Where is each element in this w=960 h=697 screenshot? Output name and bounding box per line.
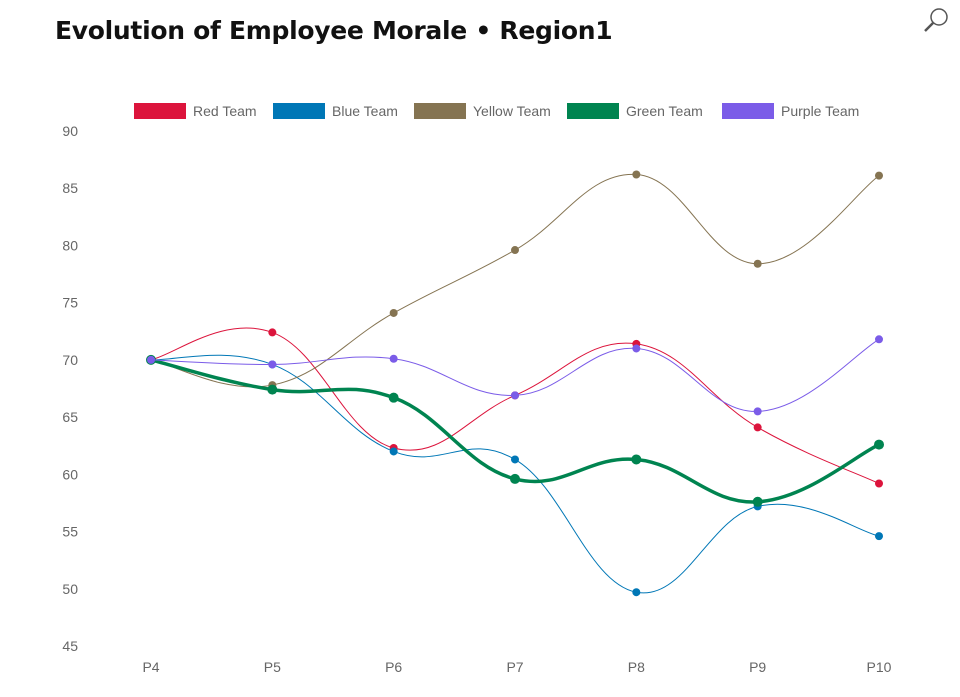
data-point xyxy=(875,171,883,180)
data-point xyxy=(389,308,398,317)
data-point xyxy=(511,391,519,400)
data-point xyxy=(753,407,762,416)
legend-swatch xyxy=(134,103,186,119)
x-tick-label: P5 xyxy=(264,659,281,675)
y-tick-label: 80 xyxy=(62,237,78,253)
legend-label: Purple Team xyxy=(781,103,859,119)
data-point xyxy=(147,355,155,364)
data-point xyxy=(511,455,519,464)
data-point xyxy=(753,423,762,432)
data-point xyxy=(632,344,641,353)
data-point xyxy=(389,354,398,363)
legend-label: Green Team xyxy=(626,103,703,119)
legend-swatch xyxy=(722,103,774,119)
y-tick-label: 55 xyxy=(62,524,78,540)
legend-swatch xyxy=(414,103,466,119)
y-tick-label: 70 xyxy=(62,352,78,368)
data-point xyxy=(632,588,641,597)
y-tick-label: 90 xyxy=(62,123,78,139)
y-tick-label: 50 xyxy=(62,581,78,597)
data-point xyxy=(753,259,762,268)
chart-title: Evolution of Employee Morale • Region1 xyxy=(55,16,613,45)
legend-swatch xyxy=(567,103,619,119)
x-tick-label: P10 xyxy=(867,659,892,675)
data-point xyxy=(267,384,278,395)
data-point xyxy=(389,447,398,456)
legend-label: Blue Team xyxy=(332,103,398,119)
y-tick-label: 85 xyxy=(62,180,78,196)
data-point xyxy=(874,439,884,450)
x-tick-label: P6 xyxy=(385,659,402,675)
magnifier-icon[interactable] xyxy=(922,6,950,34)
data-point xyxy=(875,335,883,344)
data-point xyxy=(511,246,519,255)
legend-swatch xyxy=(273,103,325,119)
data-point xyxy=(268,360,277,369)
data-point xyxy=(268,328,277,337)
data-point xyxy=(752,496,763,507)
data-point xyxy=(632,170,641,179)
series-line-yellow-team xyxy=(150,173,880,388)
y-tick-label: 75 xyxy=(62,295,78,311)
legend-label: Red Team xyxy=(193,103,257,119)
data-point xyxy=(510,473,520,484)
y-tick-label: 45 xyxy=(62,638,78,654)
series-line-purple-team xyxy=(150,338,880,412)
data-point xyxy=(875,479,883,488)
y-tick-label: 60 xyxy=(62,466,78,482)
x-tick-label: P7 xyxy=(506,659,523,675)
x-tick-label: P8 xyxy=(628,659,645,675)
legend-label: Yellow Team xyxy=(473,103,551,119)
x-tick-label: P4 xyxy=(142,659,159,675)
data-point xyxy=(388,392,399,403)
data-point xyxy=(875,532,883,541)
x-tick-label: P9 xyxy=(749,659,766,675)
data-point xyxy=(631,454,642,465)
y-tick-label: 65 xyxy=(62,409,78,425)
